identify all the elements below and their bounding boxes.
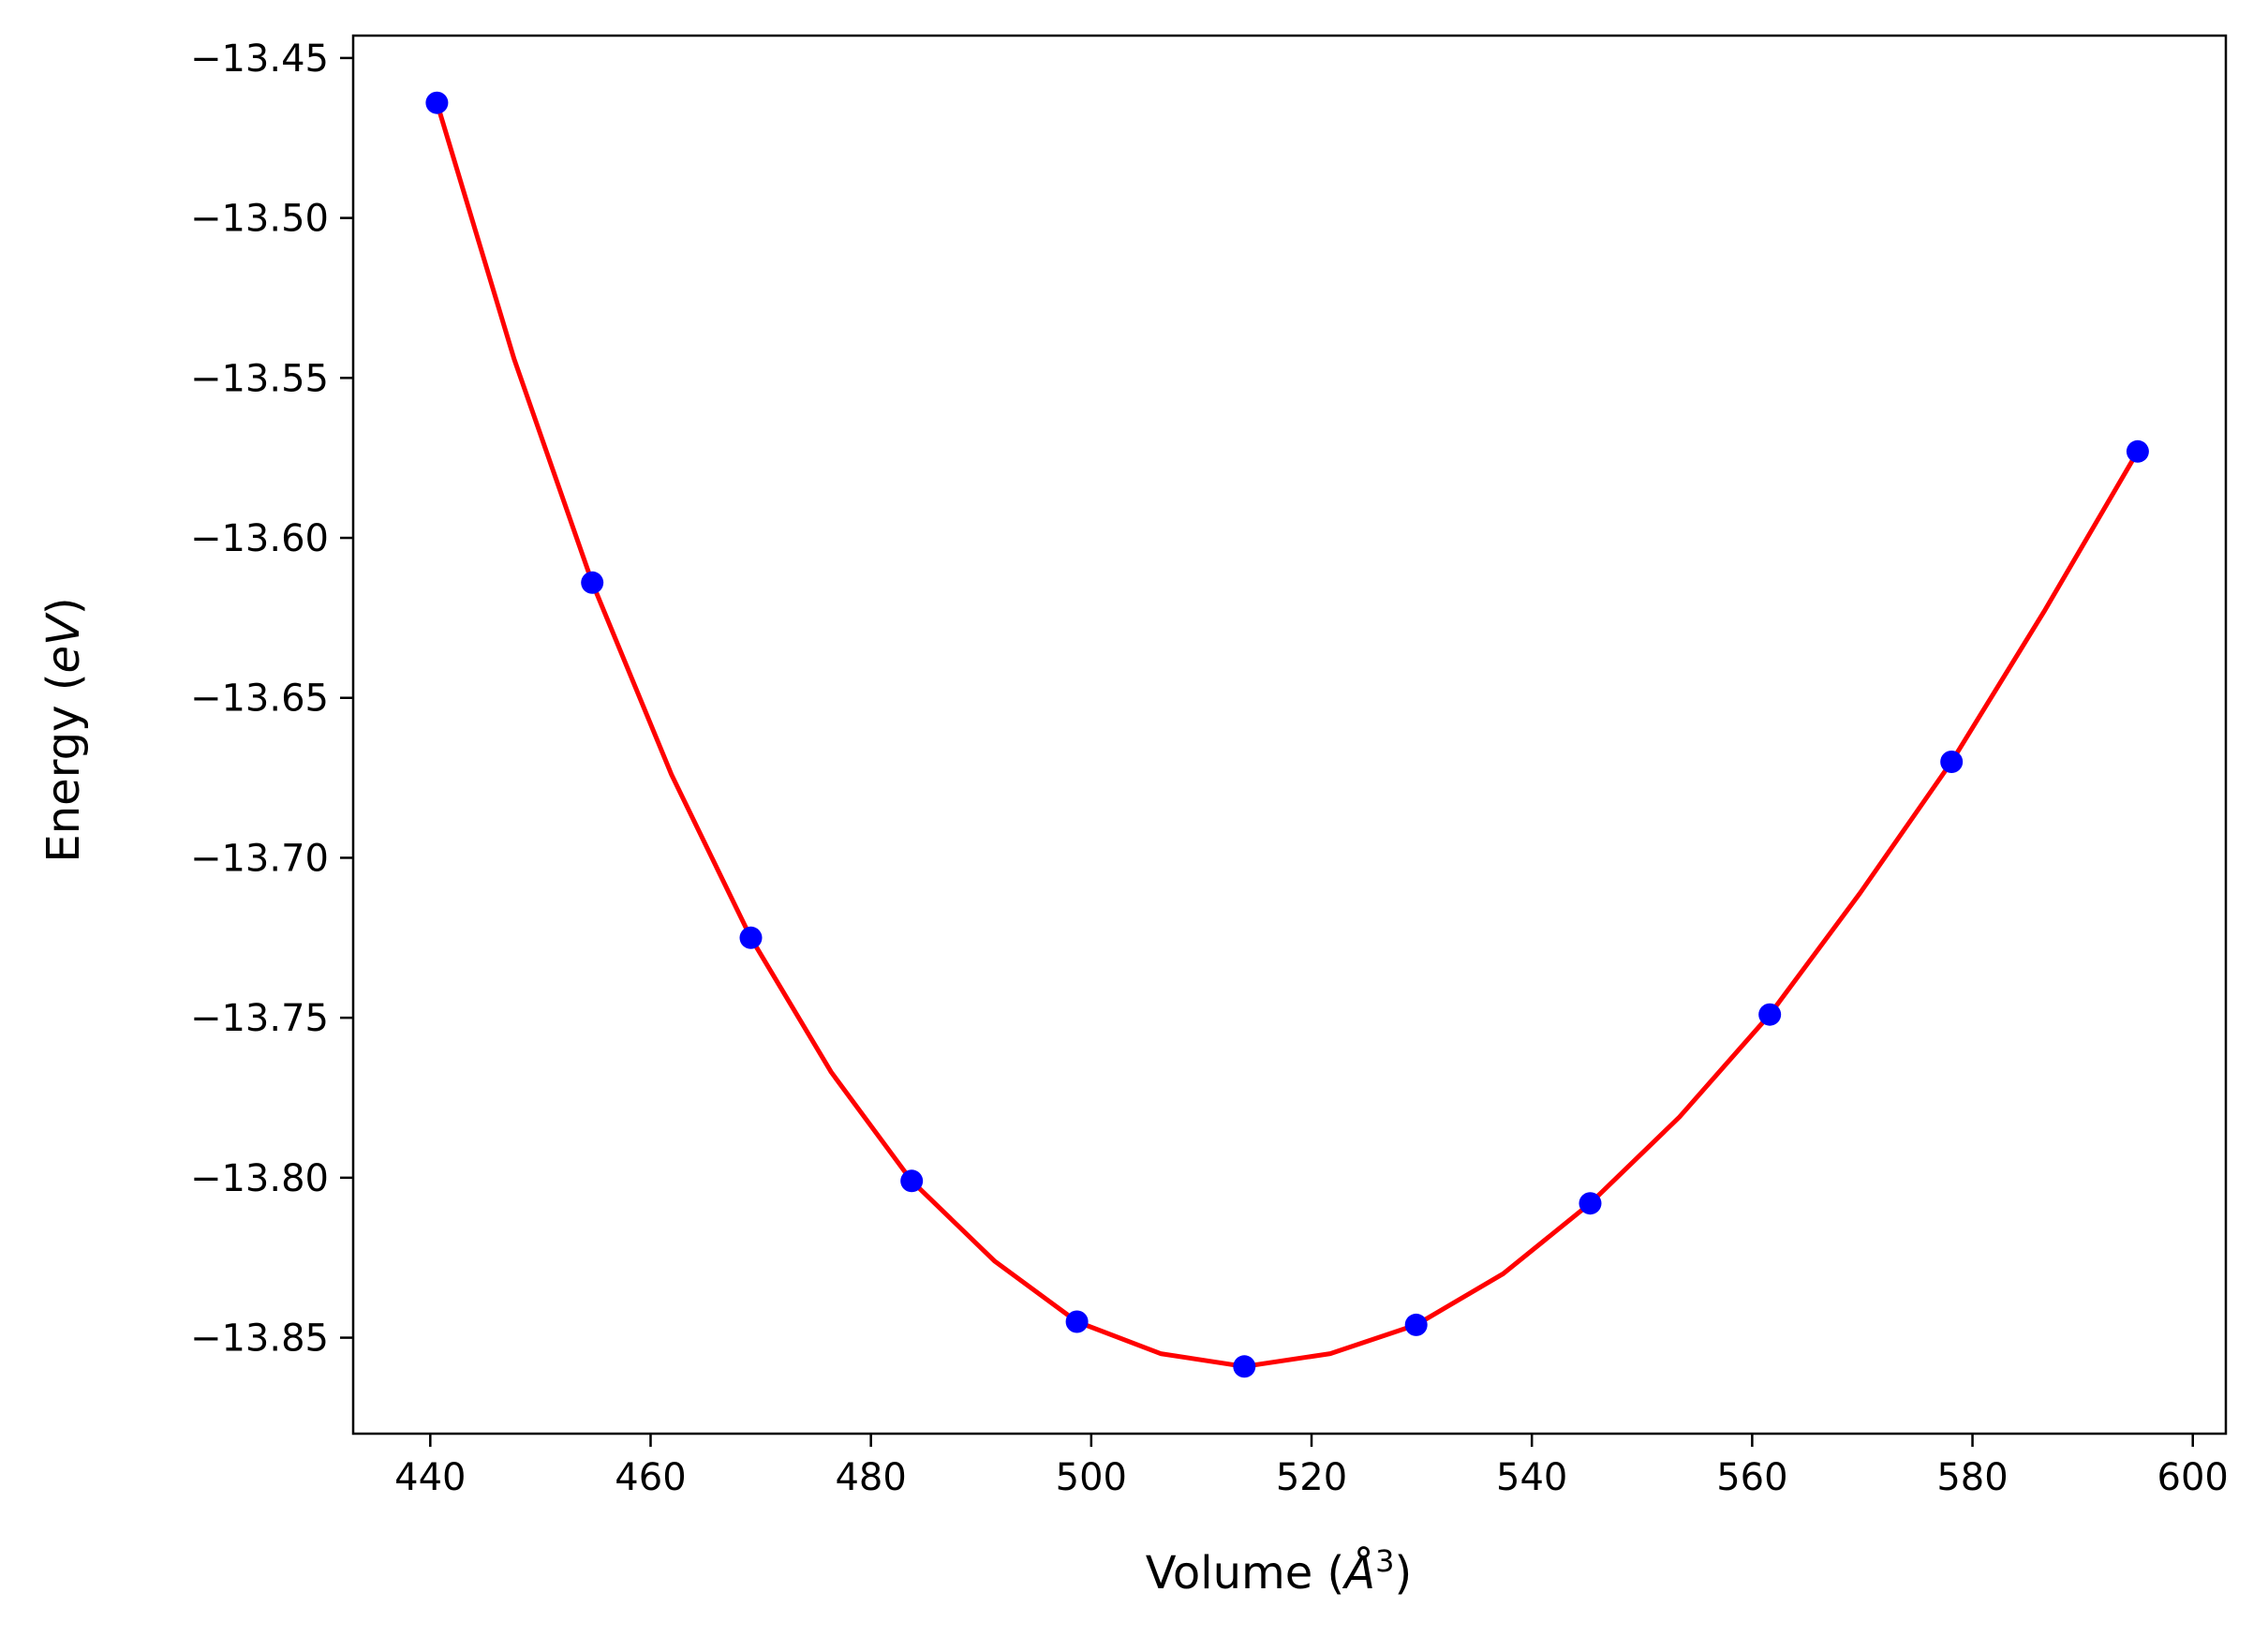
- data-point: [1404, 1313, 1428, 1336]
- x-axis-label-exponent: 3: [1375, 1543, 1394, 1579]
- x-tick-label: 480: [835, 1456, 906, 1499]
- data-point: [1758, 1003, 1782, 1026]
- y-tick-label: −13.65: [190, 677, 329, 721]
- data-point: [581, 571, 604, 594]
- x-axis-label-suffix: ): [1394, 1547, 1412, 1600]
- y-tick-label: −13.55: [190, 357, 329, 400]
- x-axis-label-unit: Å: [1342, 1546, 1375, 1600]
- data-point: [1579, 1192, 1602, 1215]
- y-tick-label: −13.60: [190, 517, 329, 560]
- y-tick-label: −13.45: [190, 37, 329, 81]
- y-axis-label-suffix: ): [37, 597, 90, 615]
- y-axis-label: Energy (eV): [37, 597, 90, 862]
- x-axis: 440 460 480 500 520 540 560 580 600: [394, 1434, 2229, 1499]
- x-tick-label: 600: [2157, 1456, 2229, 1499]
- x-axis-label-prefix: Volume (: [1146, 1547, 1345, 1600]
- plot-frame: [351, 34, 2228, 1436]
- data-point: [1940, 751, 1964, 773]
- y-tick-label: −13.70: [190, 837, 329, 880]
- y-tick-label: −13.80: [190, 1157, 329, 1200]
- data-point: [2126, 439, 2149, 463]
- x-tick-label: 520: [1276, 1456, 1347, 1499]
- y-axis-label-unit: eV: [37, 612, 90, 674]
- y-tick-label: −13.85: [190, 1317, 329, 1361]
- y-axis-label-prefix: Energy (: [37, 674, 90, 863]
- data-point: [1065, 1310, 1089, 1333]
- x-axis-label: Volume (Å3): [1146, 1543, 1412, 1600]
- data-point: [900, 1169, 924, 1193]
- x-tick-label: 540: [1496, 1456, 1567, 1499]
- data-point: [739, 926, 763, 949]
- x-tick-label: 560: [1716, 1456, 1787, 1499]
- x-tick-label: 440: [394, 1456, 466, 1499]
- data-point: [425, 91, 449, 114]
- plot-area: [351, 34, 2228, 1436]
- x-tick-label: 460: [615, 1456, 686, 1499]
- data-point: [1233, 1355, 1256, 1378]
- x-tick-label: 500: [1056, 1456, 1127, 1499]
- y-axis: −13.45 −13.50 −13.55 −13.60 −13.65 −13.70 −13.…: [190, 37, 353, 1361]
- y-tick-label: −13.75: [190, 997, 329, 1040]
- x-tick-label: 580: [1936, 1456, 2008, 1499]
- y-tick-label: −13.50: [190, 198, 329, 241]
